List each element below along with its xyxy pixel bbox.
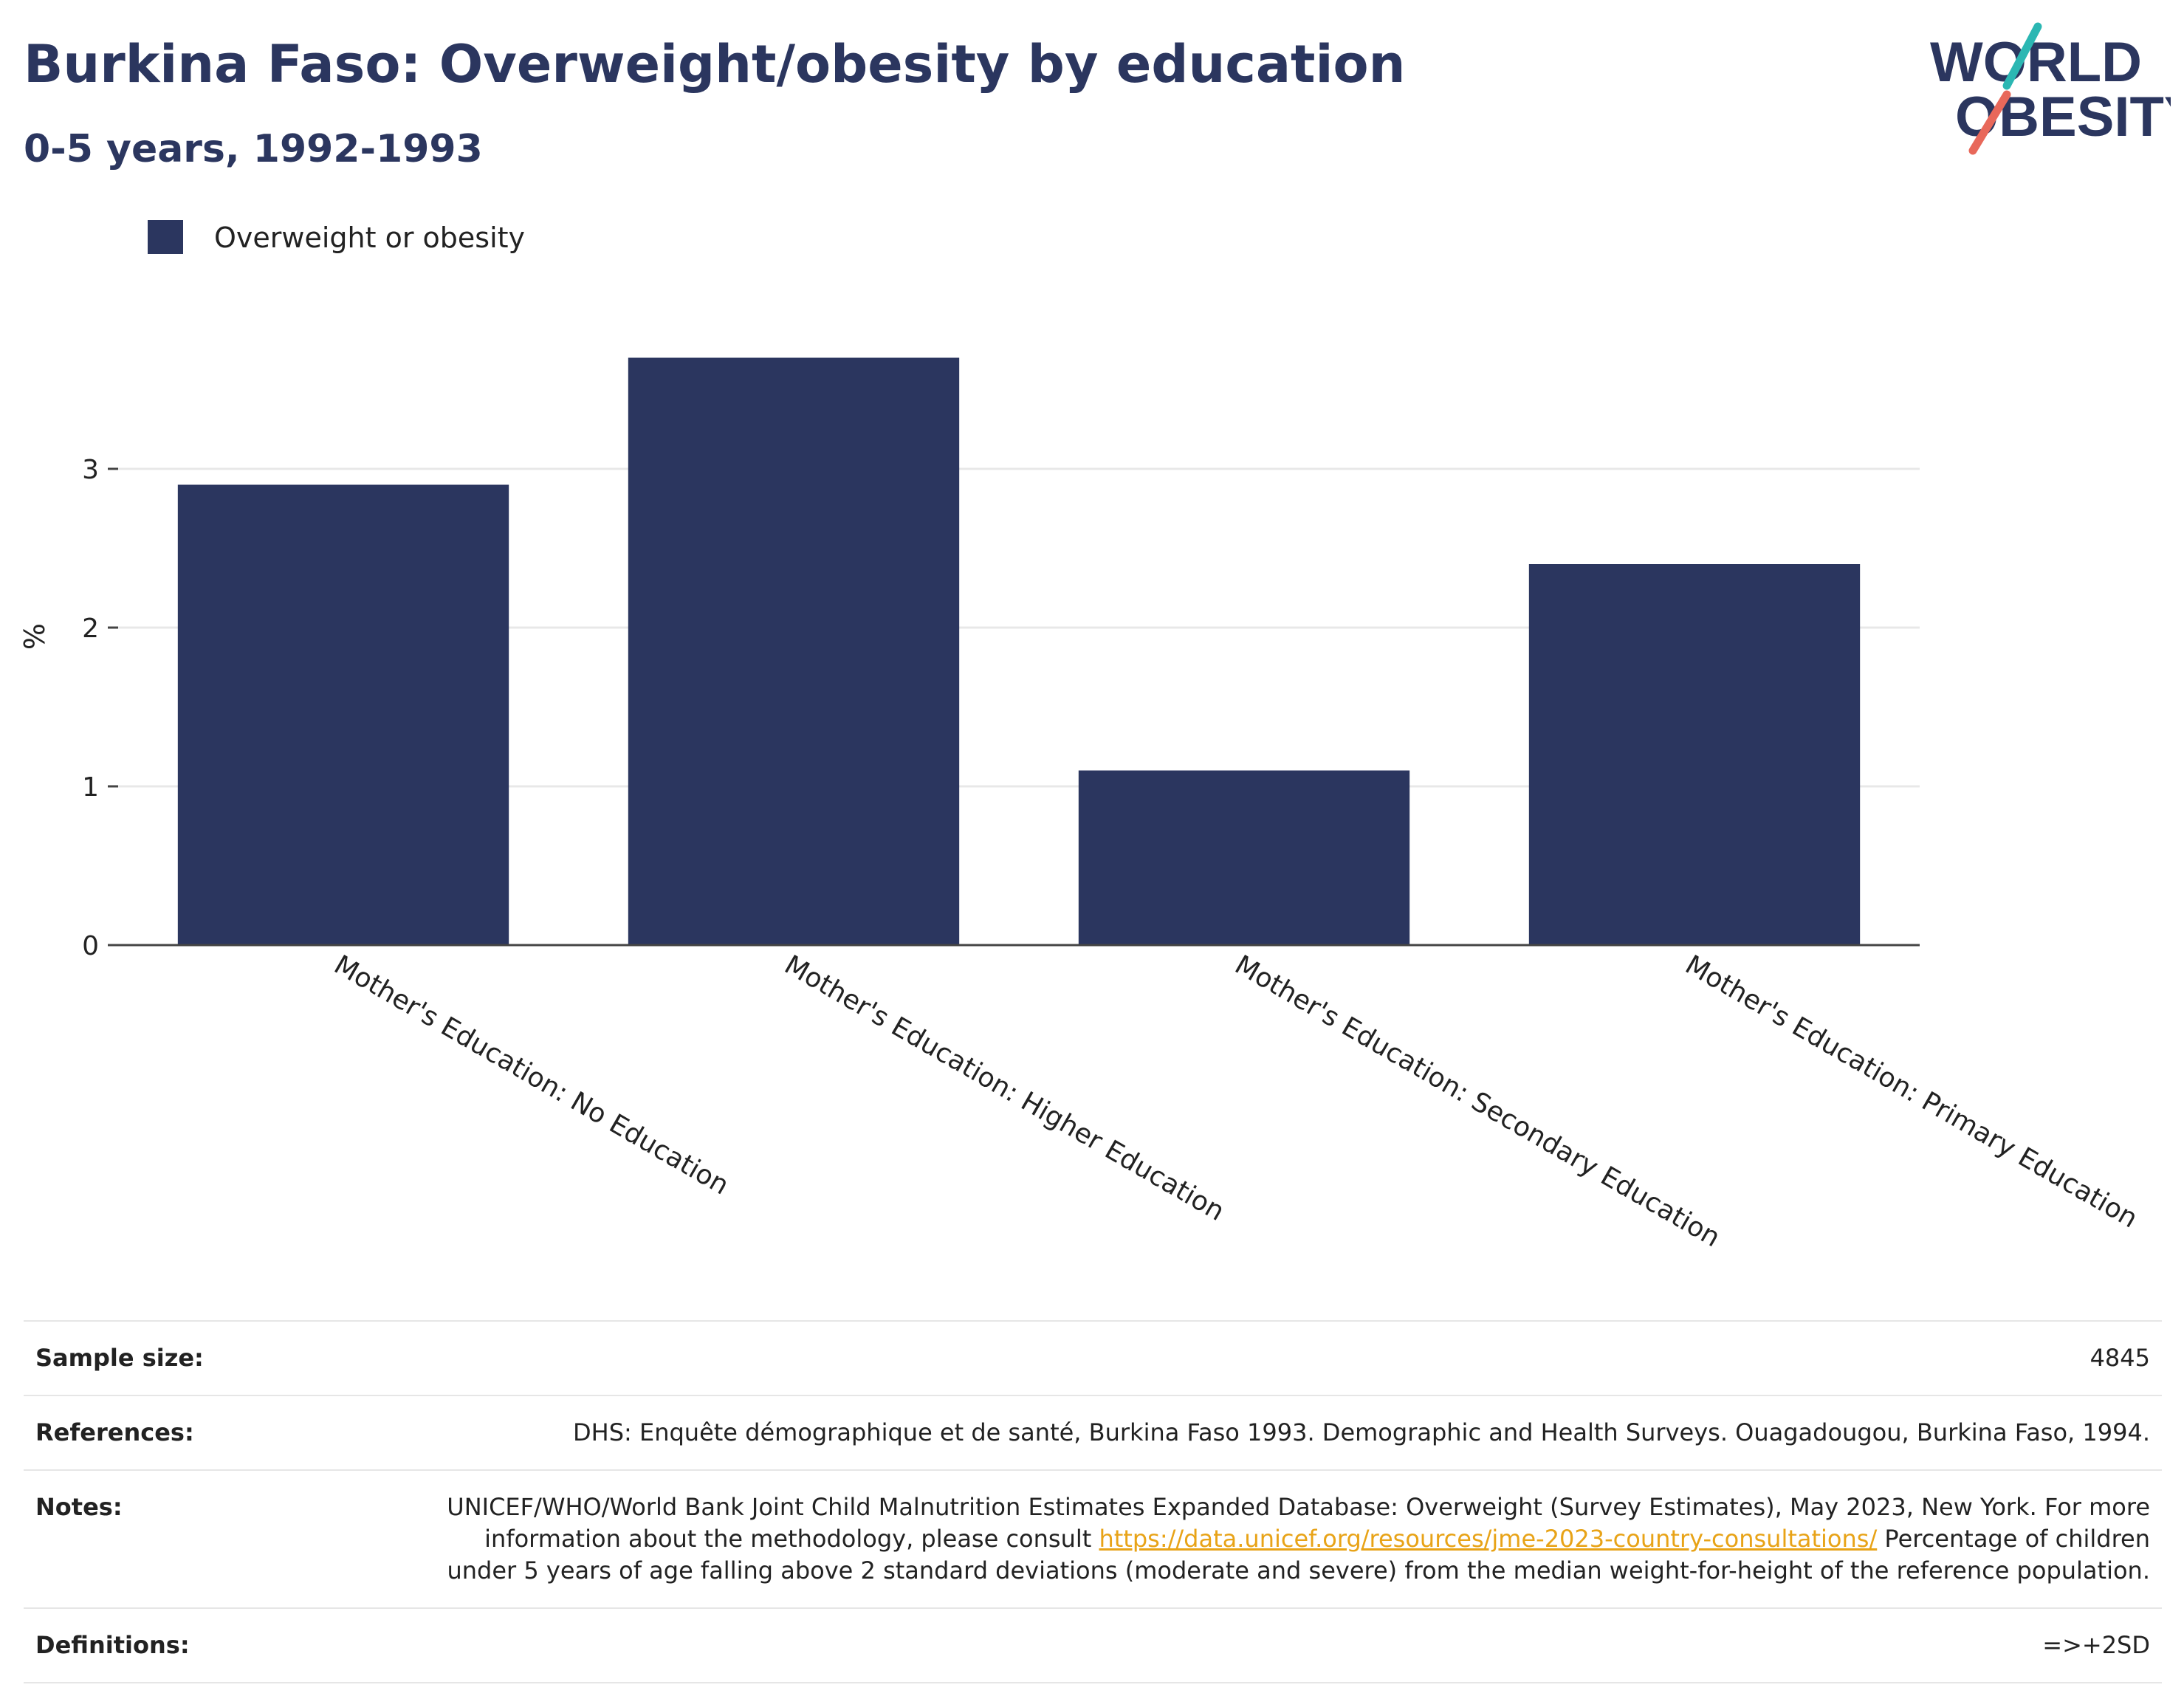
x-ticks: Mother's Education: No Education Mother's… [329,950,2143,1253]
notes-text-after: Percentage of children under 5 years of … [447,1525,2150,1585]
references-row: References: DHS: Enquête démographique e… [24,1395,2162,1471]
bar-2 [1078,770,1410,945]
page-subtitle: 0-5 years, 1992-1993 [24,127,483,171]
y-tick-label-0: 0 [82,931,99,961]
logo-coral-slash [1968,90,2011,155]
x-tick-label-2: Mother's Education: Secondary Education [1230,950,1725,1253]
world-obesity-logo: WORLD OBESITY [1930,22,2171,155]
notes-row: Notes: UNICEF/WHO/World Bank Joint Child… [24,1469,2162,1609]
definitions-row: Definitions: =>+2SD [24,1607,2162,1683]
x-tick-label-1: Mother's Education: Higher Education [780,950,1230,1227]
notes-label: Notes: [24,1469,431,1609]
page-title: Burkina Faso: Overweight/obesity by educ… [24,34,1406,95]
definitions-value: =>+2SD [431,1607,2162,1683]
y-tick-label-3: 3 [82,455,99,485]
bar-3 [1528,564,1861,945]
sample-size-row: Sample size: 4845 [24,1320,2162,1396]
logo-line1: WORLD [1930,31,2142,94]
y-tick-label-2: 2 [82,614,99,644]
y-tick-label-1: 1 [82,772,99,803]
notes-value: UNICEF/WHO/World Bank Joint Child Malnut… [431,1469,2162,1609]
y-axis-label: % [18,623,51,650]
bar-0 [177,484,509,945]
sample-size-label: Sample size: [24,1320,431,1396]
bar-1 [628,357,960,945]
legend-label: Overweight or obesity [214,222,526,254]
references-label: References: [24,1395,431,1471]
y-ticks: 0 1 2 3 [82,455,118,961]
logo-teal-slash [2002,22,2042,90]
definitions-label: Definitions: [24,1607,431,1683]
notes-text-before: UNICEF/WHO/World Bank Joint Child Malnut… [447,1493,2150,1553]
sample-size-value: 4845 [431,1320,2162,1396]
info-table: Sample size: 4845 References: DHS: Enquê… [24,1320,2162,1683]
x-tick-label-0: Mother's Education: No Education [329,950,734,1201]
x-tick-label-3: Mother's Education: Primary Education [1680,950,2143,1234]
references-value: DHS: Enquête démographique et de santé, … [431,1395,2162,1471]
legend-swatch [148,220,183,254]
notes-link[interactable]: https://data.unicef.org/resources/jme-20… [1099,1525,1878,1553]
bars [177,357,1861,945]
